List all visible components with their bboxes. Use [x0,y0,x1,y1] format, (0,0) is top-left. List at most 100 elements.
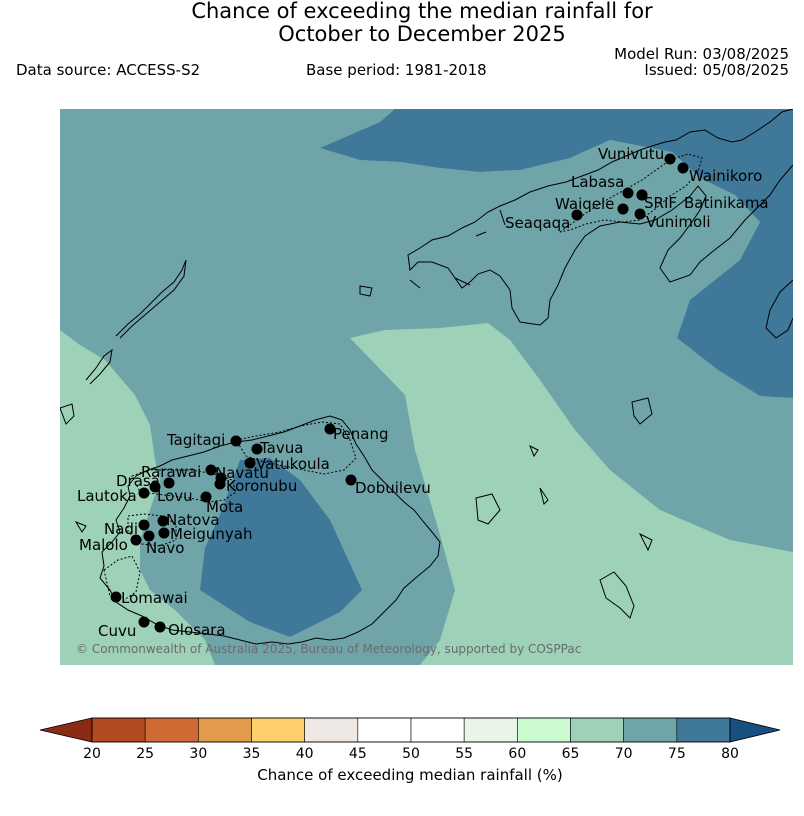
colorbar-segment [676,717,731,743]
station-seaqaqa: Seaqaqa [505,209,583,232]
station-waiqele: Waiqele [555,195,629,215]
station-marker [130,534,142,546]
colorbar-tick-label: 60 [508,746,526,762]
station-marker [677,162,689,174]
coast-taveuni [765,279,793,339]
colorbar: 20 25 30 35 40 45 50 55 60 65 70 75 80 Chance of exc… [39,717,781,784]
station-batinikama: Batinikama [636,189,769,212]
boundary-vanua-levu [559,153,703,233]
station-mota: Mota [200,491,243,516]
colorbar-segment [410,717,465,743]
station-lovu: Lovu [157,477,193,505]
map-panel: Vunivutu Wainikoro Labasa Waiqele SRIF Batini… [60,109,793,665]
station-marker [110,591,122,603]
issued-date: Issued: 05/08/2025 [644,61,789,79]
station-label: Tagitagi [166,431,225,449]
colorbar-tick-label: 55 [455,746,473,762]
zone-65-70-east [350,323,793,665]
colorbar-tick-label: 75 [668,746,686,762]
station-marker [622,187,634,199]
station-marker [636,189,648,201]
colorbar-segment [570,717,624,743]
station-navo: Navo [143,530,184,557]
stations-layer: Vunivutu Wainikoro Labasa Waiqele SRIF Batini… [77,145,769,640]
coast-islet-7 [60,403,75,425]
station-label: Lovu [157,487,193,505]
colorbar-tick-label: 80 [721,746,739,762]
station-tavua: Tavua [251,439,303,457]
station-rarawai: Rarawai [141,463,217,481]
coast-yasawa [85,259,187,385]
station-lomawai: Lomawai [110,589,188,607]
station-label: Koronubu [226,477,297,495]
model-run: Model Run: 03/08/2025 [614,45,789,63]
station-label: Vunivutu [598,145,664,163]
station-marker [345,474,357,486]
base-period: Base period: 1981-2018 [306,61,487,79]
station-label: Natova [166,511,220,529]
colorbar-tick-label: 70 [615,746,633,762]
station-marker [230,435,242,447]
colorbar-tick-label: 30 [189,746,207,762]
colorbar-high-extension [729,717,781,743]
station-label: Seaqaqa [505,214,570,232]
colorbar-tick-label: 40 [296,746,314,762]
station-labasa: Labasa [571,173,634,199]
station-marker [157,515,169,527]
station-meigunyah: Meigunyah [158,525,252,543]
station-marker [617,203,629,215]
coast-nw-islets [409,209,506,289]
colorbar-segment [357,717,412,743]
colorbar-frame [91,717,731,743]
station-label: Malolo [79,536,128,554]
station-label: Rarawai [141,463,201,481]
station-vatukoula: Vatukoula [244,455,330,473]
coast-vanua-levu [407,109,793,326]
colorbar-tick-label: 20 [83,746,101,762]
colorbar-tick-label: 65 [562,746,580,762]
coast-islet-5 [359,285,373,297]
station-vunimoli: Vunimoli [634,208,711,231]
copyright-credit: © Commonwealth of Australia 2025, Bureau… [76,642,581,656]
station-label: Vatukoula [256,455,330,473]
station-label: Lomawai [121,589,188,607]
station-marker [143,530,155,542]
station-vunivutu: Vunivutu [598,145,676,165]
coast-islet-6 [529,444,539,458]
station-marker [154,621,166,633]
station-marker [149,481,161,493]
station-penang: Penang [324,423,388,443]
station-marker [138,616,150,628]
coast-islet-3 [539,487,549,505]
station-label: Waiqele [555,195,614,213]
station-label: Navo [146,539,184,557]
station-natova: Natova [157,511,220,529]
station-marker [138,519,150,531]
station-marker [634,208,646,220]
colorbar-segment [91,717,146,743]
station-label: Lautoka [77,487,137,505]
colorbar-segment [517,717,571,743]
colorbar-tick-label: 35 [243,746,261,762]
colorbar-low-extension [39,717,93,743]
zone-75-80-south [200,458,362,637]
coastlines [60,109,793,645]
station-marker [664,153,676,165]
station-lautoka: Lautoka [77,487,150,505]
station-marker [244,457,256,469]
station-nadi: Nadi [104,519,150,538]
title-line-2: October to December 2025 [278,22,566,46]
data-source: Data source: ACCESS-S2 [16,61,201,79]
colorbar-tick-label: 45 [349,746,367,762]
station-label: Batinikama [684,194,769,212]
station-marker [163,477,175,489]
station-label: Wainikoro [689,167,762,185]
station-marker [158,527,170,539]
station-label: Dobuilevu [355,479,431,497]
station-marker [200,491,212,503]
coast-islet-1 [475,493,501,525]
station-label: Navatu [215,464,269,482]
station-label: Olosara [168,621,226,639]
zone-65-70-west [60,330,215,665]
